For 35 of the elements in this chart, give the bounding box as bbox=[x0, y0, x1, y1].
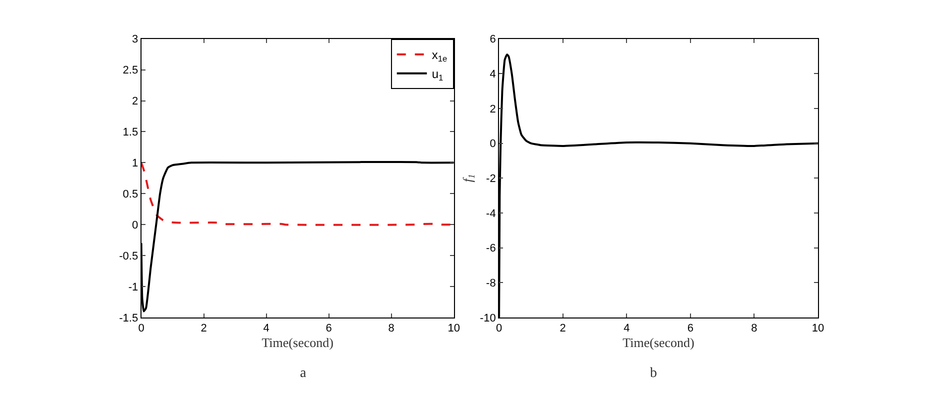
x-axis-title: Time(second) bbox=[622, 335, 694, 350]
y-tick-label: 4 bbox=[490, 68, 496, 81]
y-tick-label: 0.5 bbox=[122, 188, 138, 200]
y-tick-label: -1 bbox=[128, 281, 138, 294]
x-tick-label: 8 bbox=[388, 322, 394, 335]
y-tick-label: 3 bbox=[132, 34, 138, 46]
y-tick-label: 6 bbox=[490, 34, 496, 46]
y-tick-label: -4 bbox=[486, 208, 496, 220]
x-tick-label: 8 bbox=[751, 322, 758, 335]
y-tick-label: 0 bbox=[490, 138, 496, 150]
x-tick-label: 6 bbox=[687, 322, 694, 335]
y-tick-label: -6 bbox=[486, 242, 496, 255]
text: a bbox=[300, 366, 307, 381]
x-axis-title: Time(second) bbox=[262, 335, 334, 350]
x-tick-label: 4 bbox=[624, 322, 630, 335]
y-tick-label: 2 bbox=[490, 103, 496, 116]
x-tick-label: 2 bbox=[200, 322, 207, 335]
y-tick-label: 1.5 bbox=[122, 126, 138, 139]
y-tick-label: 0 bbox=[132, 219, 138, 232]
y-tick-label: 2.5 bbox=[122, 64, 138, 77]
x-tick-label: 10 bbox=[812, 322, 824, 335]
y-tick-label: -10 bbox=[480, 312, 496, 324]
y-tick-label: 1 bbox=[132, 158, 138, 170]
y-tick-label: 2 bbox=[132, 96, 138, 108]
x-tick-label: 2 bbox=[560, 322, 566, 335]
text: b bbox=[650, 366, 657, 381]
legend-label: u$_{1}$ bbox=[432, 67, 444, 83]
y-tick-label: -8 bbox=[486, 277, 496, 290]
legend-label: x$_{1e}$ bbox=[432, 48, 448, 64]
x-tick-label: 6 bbox=[326, 322, 332, 335]
y-tick-label: -0.5 bbox=[119, 250, 138, 262]
x-tick-label: 10 bbox=[448, 322, 460, 335]
y-tick-label: -1.5 bbox=[119, 312, 138, 324]
x-tick-label: 4 bbox=[263, 322, 270, 335]
y-tick-label: -2 bbox=[486, 173, 496, 186]
